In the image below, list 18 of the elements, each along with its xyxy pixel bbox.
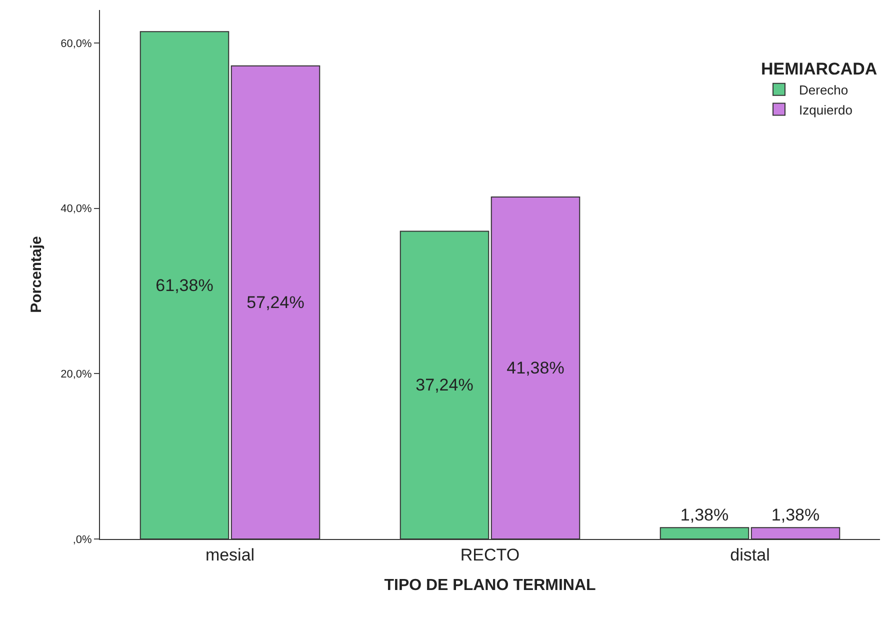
y-tick-label: 60,0%	[60, 38, 92, 50]
data-label: 1,38%	[771, 506, 820, 525]
data-label: 1,38%	[680, 506, 729, 525]
x-tick-label: RECTO	[460, 545, 520, 564]
y-axis-title: Porcentaje	[28, 236, 45, 313]
legend-title: HEMIARCADA	[761, 59, 878, 78]
data-label: 41,38%	[506, 358, 564, 378]
y-tick-label: ,0%	[72, 534, 92, 546]
x-tick-label: mesial	[205, 545, 255, 564]
y-tick-label: 40,0%	[60, 203, 92, 216]
data-label: 57,24%	[246, 292, 304, 312]
data-label: 37,24%	[416, 376, 474, 395]
x-axis-title: TIPO DE PLANO TERMINAL	[384, 577, 596, 594]
x-tick-label: distal	[730, 545, 770, 564]
data-label: 61,38%	[156, 276, 214, 295]
y-tick-label: 20,0%	[60, 368, 92, 381]
legend-label: Izquierdo	[799, 102, 852, 118]
legend-label: Derecho	[799, 82, 848, 98]
